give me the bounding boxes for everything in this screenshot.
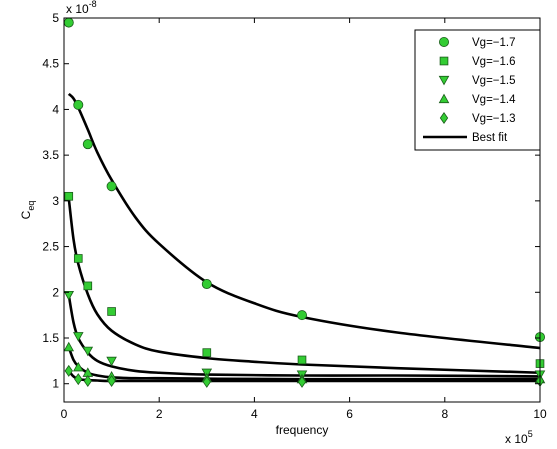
data-point (297, 355, 307, 365)
legend-label: Vg=−1.4 (472, 94, 516, 106)
legend-label: Vg=−1.6 (472, 56, 515, 68)
data-point (82, 139, 93, 150)
x-tick-label: 0 (61, 407, 68, 421)
data-point (73, 361, 84, 372)
y-tick-label: 4.5 (42, 57, 59, 71)
legend-marker (438, 75, 450, 86)
legend-label: Vg=−1.5 (472, 75, 515, 87)
data-point (63, 341, 75, 352)
data-point (297, 375, 307, 388)
data-point (73, 99, 84, 110)
data-point (63, 290, 75, 301)
series-points (64, 364, 545, 388)
fit-curve (67, 197, 540, 375)
data-point (74, 373, 83, 386)
y-tick-label: 3.5 (42, 148, 59, 162)
legend-marker (439, 56, 449, 66)
x-axis-label: frequency (276, 423, 329, 437)
legend-marker (438, 93, 450, 104)
y-tick-label: 3 (52, 194, 59, 208)
data-point (202, 348, 212, 357)
y-axis-label: Ceq (19, 201, 36, 220)
data-point (82, 346, 94, 357)
legend-marker (439, 112, 449, 124)
y-tick-label: 1.5 (42, 331, 59, 345)
data-point (296, 310, 307, 321)
legend-box (414, 29, 541, 151)
series-points (63, 17, 546, 343)
y-tick-label: 2.5 (42, 240, 59, 254)
x-tick-label: 2 (156, 407, 163, 421)
data-point (83, 374, 92, 387)
x-axis-exponent: x 105 (505, 429, 533, 446)
legend: Vg=−1.7 Vg=−1.6 Vg=−1.5 Vg=−1.4 Vg=−1.3 Best … (414, 29, 541, 151)
y-axis-exponent: x 10-8 (66, 0, 97, 16)
series-points (63, 290, 546, 380)
y-tick-label: 4 (52, 102, 59, 116)
data-point (201, 279, 212, 290)
y-tick-label: 5 (52, 11, 59, 25)
data-point (106, 356, 117, 367)
legend-label: Vg=−1.3 (472, 113, 515, 125)
data-point (64, 364, 73, 377)
y-tick-label: 2 (52, 285, 59, 299)
data-point (83, 281, 93, 291)
x-tick-label: 6 (346, 407, 353, 421)
data-point (107, 374, 116, 387)
y-tick-label: 1 (52, 377, 59, 391)
legend-label: Best fit (472, 132, 508, 144)
data-points (63, 17, 546, 388)
legend-label: Vg=−1.7 (472, 37, 515, 49)
data-point (106, 181, 117, 192)
data-point (63, 17, 74, 28)
legend-marker (438, 37, 449, 48)
data-point (64, 191, 74, 201)
x-tick-label: 4 (251, 407, 258, 421)
data-point (73, 332, 84, 342)
plot-area-frame (63, 17, 541, 403)
data-point (73, 254, 83, 263)
x-tick-label: 8 (441, 407, 448, 421)
x-tick-label: 10 (533, 407, 547, 421)
data-point (107, 307, 116, 316)
data-point (202, 375, 211, 388)
